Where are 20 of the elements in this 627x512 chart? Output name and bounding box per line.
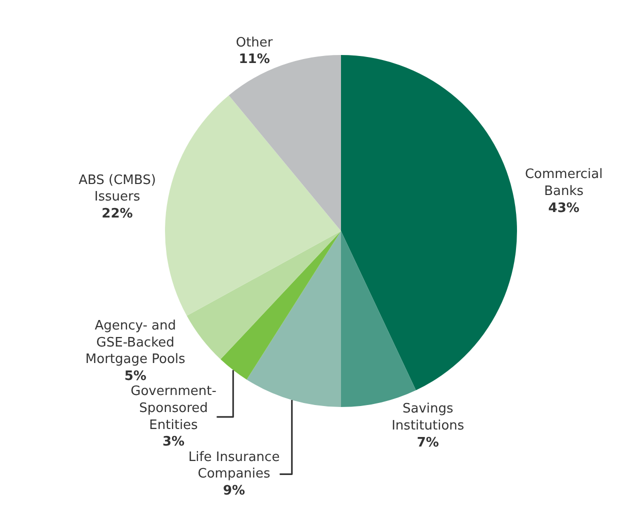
slice-label: Government-Sponsored Entities xyxy=(130,384,217,433)
slice-label: Commercial Banks xyxy=(524,167,603,199)
data-label: 5% xyxy=(124,369,146,384)
slice-label: Agency- and GSE-Backed Mortgage Pools xyxy=(85,318,186,368)
slice-label: Savings Institutions xyxy=(392,402,464,434)
data-label: 3% xyxy=(162,434,185,450)
pie-slice xyxy=(246,231,341,407)
data-label: 11% xyxy=(238,52,270,68)
data-label: 22% xyxy=(102,206,133,222)
slice-label: Other xyxy=(236,35,274,50)
slice-label: ABS (CMBS) Issuers xyxy=(78,172,156,205)
data-label: 9% xyxy=(222,484,246,499)
pie-slice xyxy=(220,231,341,380)
pie-slice xyxy=(228,55,341,231)
data-label: 43% xyxy=(548,200,580,216)
pie-slice xyxy=(341,55,517,390)
pie-slice xyxy=(165,95,341,316)
data-label: 7% xyxy=(416,435,439,450)
pie-slice xyxy=(186,231,341,360)
slice-label: Life Insurance Companies xyxy=(188,450,280,482)
